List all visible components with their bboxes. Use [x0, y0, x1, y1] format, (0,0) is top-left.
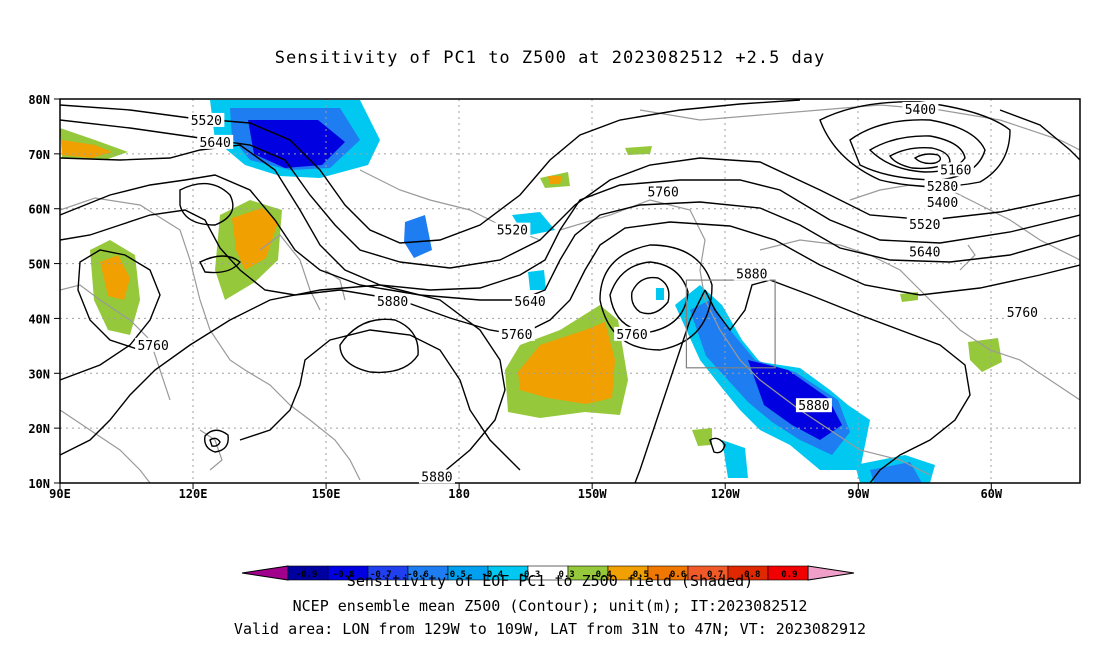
contour-label-bg — [498, 326, 535, 341]
contour-label-bg — [188, 112, 225, 127]
contour-label: 5880 — [421, 471, 452, 486]
contour-label-bg — [197, 134, 234, 149]
contour-label-bg — [795, 398, 832, 413]
contour-label-bg — [645, 184, 682, 199]
caption-contour: NCEP ensemble mean Z500 (Contour); unit(… — [292, 597, 808, 615]
colorbar-label: 0.5 — [633, 570, 649, 580]
colorbar-label: 0.9 — [781, 570, 797, 580]
colorbar-label: 0.4 — [596, 570, 613, 580]
contour-label-bg — [924, 195, 961, 210]
contour-label: 5640 — [514, 295, 545, 310]
contour-label: 5520 — [909, 218, 940, 233]
contour-label: 5160 — [940, 163, 971, 178]
contour-label-bg — [906, 217, 943, 232]
colorbar-label: -0.3 — [519, 570, 541, 580]
lat-tick-label: 60N — [28, 203, 50, 217]
contour-label-bg — [733, 266, 770, 281]
contour-label-bg — [135, 337, 172, 352]
contour-label-bg — [924, 178, 961, 193]
lon-tick-label: 90E — [49, 487, 71, 501]
map-frame — [59, 98, 1081, 484]
contour-label: 5400 — [927, 196, 958, 211]
contour-label-bg — [906, 244, 943, 259]
caption-valid-area: Valid area: LON from 129W to 109W, LAT f… — [233, 620, 867, 638]
lon-tick-label: 90W — [847, 487, 869, 501]
contour-labels: 5400552056405160528054005520564057605520… — [135, 101, 1041, 486]
map-title: Sensitivity of PC1 to Z500 at 2023082512… — [274, 48, 826, 68]
colorbar-label: -0.5 — [444, 570, 466, 580]
colorbar-label: 0.8 — [744, 570, 760, 580]
contour-label-bg — [902, 101, 939, 116]
contour-label-bg — [418, 469, 455, 484]
lat-tick-label: 40N — [28, 312, 50, 326]
contour-label: 5880 — [377, 295, 408, 310]
contour-label: 5760 — [616, 328, 647, 343]
lon-tick-label: 150E — [312, 487, 341, 501]
colorbar-label: 0.3 — [558, 570, 574, 580]
lat-tick-label: 80N — [28, 93, 50, 107]
lon-tick-label: 120E — [179, 487, 208, 501]
colorbar-label: -0.6 — [407, 570, 429, 580]
contour-label: 5520 — [497, 224, 528, 239]
lat-tick-label: 30N — [28, 367, 50, 381]
colorbar-label: -0.8 — [333, 570, 355, 580]
contour-label: 5640 — [200, 136, 231, 151]
sensitivity-map: 5400552056405160528054005520564057605520… — [28, 93, 1081, 501]
lon-tick-label: 120W — [711, 487, 741, 501]
contour-label: 5880 — [736, 268, 767, 283]
lon-tick-label: 150W — [578, 487, 608, 501]
lat-tick-label: 10N — [28, 477, 50, 491]
contour-label: 5760 — [137, 339, 168, 354]
contour-label-bg — [937, 162, 974, 177]
latitude-tick-labels: 80N 70N 60N 50N 40N 30N 20N 10N — [28, 93, 60, 491]
colorbar-label: -0.9 — [296, 570, 318, 580]
contour-label-bg — [1004, 304, 1041, 319]
valid-area-box — [685, 279, 776, 369]
lat-tick-label: 70N — [28, 148, 50, 162]
caption-shaded: Sensitivity of EOF PC1 to Z500 field (Sh… — [346, 572, 754, 590]
contour-label: 5760 — [1007, 306, 1038, 321]
contour-label: 5760 — [501, 328, 532, 343]
contour-label: 5640 — [909, 246, 940, 261]
contour-label: 5760 — [647, 185, 678, 200]
contour-label-bg — [512, 293, 549, 308]
contour-label: 5400 — [905, 103, 936, 118]
colorbar-label: -0.4 — [481, 570, 503, 580]
colorbar-label: 0.6 — [670, 570, 686, 580]
contour-label: 5280 — [927, 180, 958, 195]
contour-label: 5520 — [191, 114, 222, 129]
colorbar-upper-extend — [807, 565, 855, 581]
coastlines — [60, 104, 1080, 483]
lon-tick-label: 180 — [448, 487, 470, 501]
contour-label-bg — [374, 293, 411, 308]
contour-label-bg — [614, 326, 651, 341]
graticule — [60, 99, 1080, 483]
colorbar-label: 0.7 — [707, 570, 723, 580]
contour-label: 5880 — [798, 399, 829, 414]
lat-tick-label: 20N — [28, 422, 50, 436]
contour-label-bg — [494, 222, 531, 237]
z500-contours — [60, 99, 1080, 483]
colorbar-label: -0.7 — [370, 570, 392, 580]
longitude-tick-labels: 90E 120E 150E 180 150W 120W 90W 60W — [49, 483, 1003, 501]
lon-tick-label: 60W — [980, 487, 1002, 501]
shaded-positive-regions — [60, 128, 1002, 446]
lat-tick-label: 50N — [28, 258, 50, 272]
